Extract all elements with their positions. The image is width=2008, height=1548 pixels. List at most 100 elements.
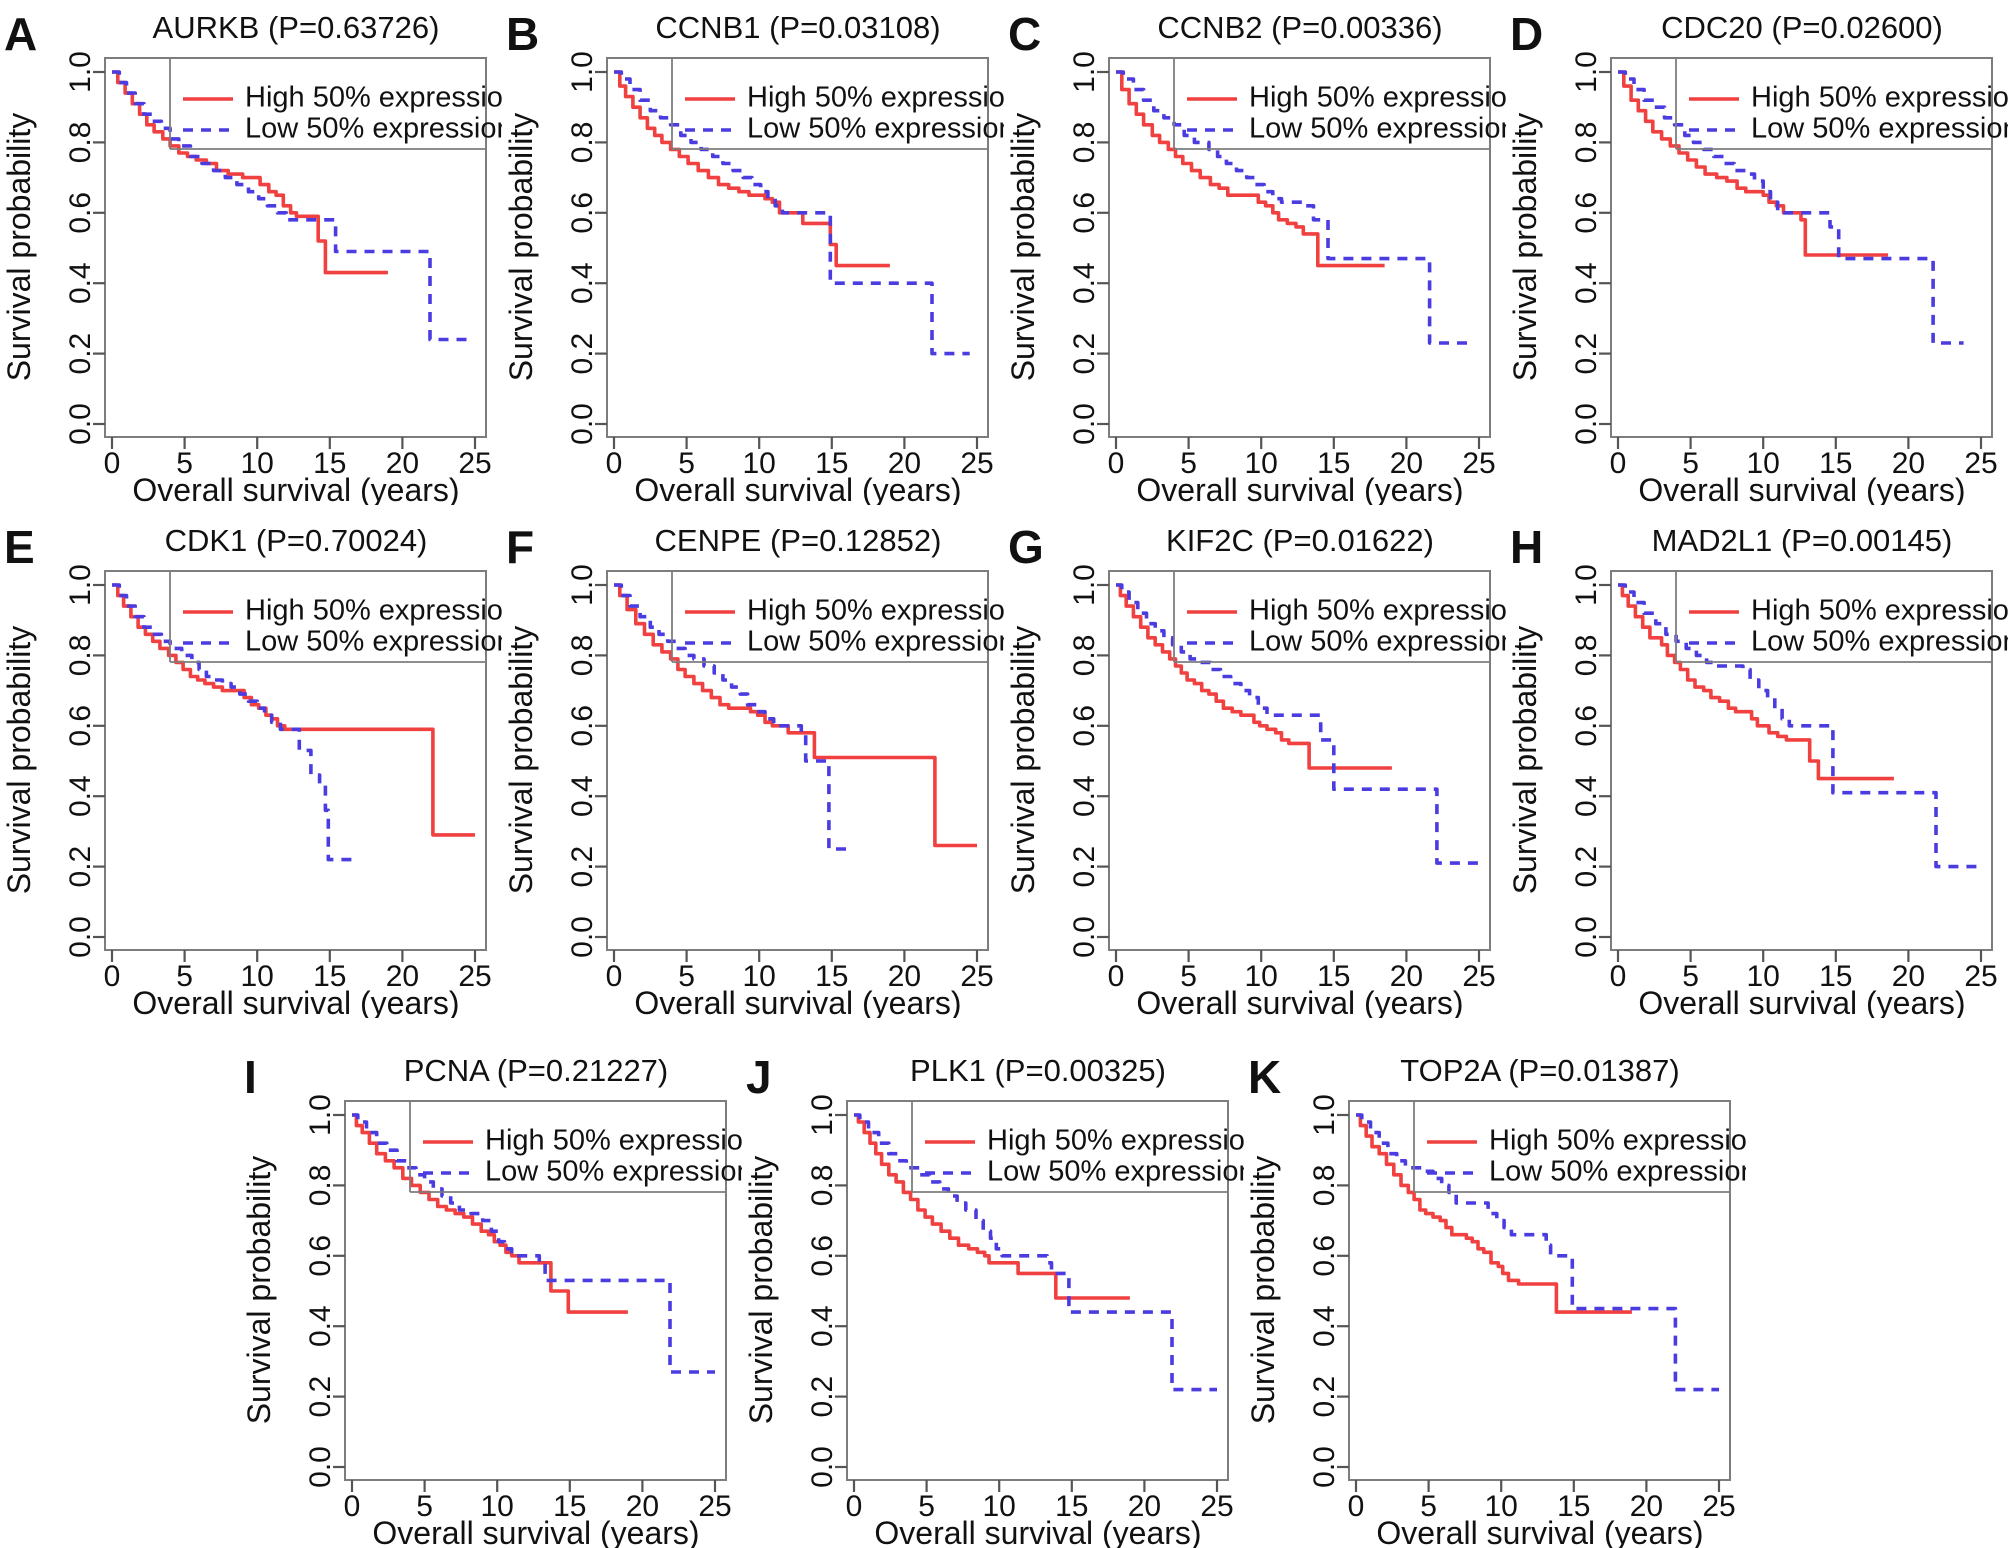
- legend-low-label: Low 50% expression: [245, 113, 502, 145]
- panel-letter: C: [1008, 8, 1041, 60]
- y-tick-label: 0.4: [1068, 262, 1101, 304]
- legend-high-label: High 50% expression: [245, 82, 502, 114]
- x-tick-label: 20: [386, 960, 419, 993]
- x-tick-label: 20: [888, 447, 921, 480]
- km-plot: H MAD2L1 (P=0.00145) 0 5 10 15 20 25 0.0 0.2 0.4 0.…: [1507, 521, 2008, 1018]
- x-tick-label: 25: [1462, 447, 1495, 480]
- panel-title: CCNB1 (P=0.03108): [655, 10, 940, 45]
- low-expression-curve: [112, 583, 352, 862]
- y-tick-label: 0.6: [304, 1235, 337, 1277]
- y-tick-label: 0.6: [64, 192, 97, 234]
- legend-high-label: High 50% expression: [485, 1125, 742, 1157]
- y-tick-label: 0.0: [1570, 916, 1603, 958]
- x-tick-label: 0: [1108, 447, 1125, 480]
- y-tick-label: 0.6: [64, 705, 97, 747]
- x-axis-label: Overall survival (years): [634, 472, 961, 505]
- x-tick-label: 10: [983, 1490, 1016, 1523]
- x-tick-label: 15: [1317, 960, 1350, 993]
- y-tick-label: 0.4: [566, 262, 599, 304]
- y-tick-label: 0.4: [64, 262, 97, 304]
- panel-letter: F: [506, 521, 534, 573]
- panel-letter: K: [1248, 1051, 1281, 1103]
- legend-high-label: High 50% expression: [1751, 595, 2008, 627]
- x-tick-label: 25: [1200, 1490, 1233, 1523]
- y-tick-label: 0.0: [64, 403, 97, 445]
- y-tick-label: 1.0: [1068, 51, 1101, 93]
- x-tick-label: 0: [104, 960, 121, 993]
- x-axis-label: Overall survival (years): [132, 985, 459, 1018]
- legend-high-label: High 50% expression: [1249, 82, 1506, 114]
- y-tick-label: 0.6: [566, 705, 599, 747]
- y-tick-label: 0.4: [1068, 775, 1101, 817]
- y-tick-label: 0.2: [566, 333, 599, 375]
- y-axis-label: Survival probability: [1507, 113, 1543, 382]
- y-tick-label: 0.2: [1570, 846, 1603, 888]
- legend-low-label: Low 50% expression: [245, 626, 502, 658]
- y-tick-label: 0.2: [806, 1376, 839, 1418]
- y-tick-label: 0.2: [64, 846, 97, 888]
- y-axis-label: Survival probability: [743, 1156, 779, 1425]
- km-panel-cenpe: F CENPE (P=0.12852) 0 5 10 15 20 25 0.0 0.2 0.4 0.6…: [502, 513, 1004, 1018]
- legend-high-label: High 50% expression: [245, 595, 502, 627]
- y-axis-label: Survival probability: [503, 113, 539, 382]
- x-tick-label: 0: [344, 1490, 361, 1523]
- y-tick-label: 0.2: [304, 1376, 337, 1418]
- y-tick-label: 0.0: [1570, 403, 1603, 445]
- legend-low-label: Low 50% expression: [747, 626, 1004, 658]
- y-tick-label: 0.8: [1308, 1165, 1341, 1207]
- y-tick-label: 1.0: [806, 1094, 839, 1136]
- y-tick-label: 0.8: [1570, 122, 1603, 164]
- y-tick-label: 0.0: [1068, 916, 1101, 958]
- x-axis-label: Overall survival (years): [1638, 985, 1965, 1018]
- panel-title: MAD2L1 (P=0.00145): [1652, 523, 1953, 558]
- x-tick-label: 15: [815, 447, 848, 480]
- km-panel-cdk1: E CDK1 (P=0.70024) 0 5 10 15 20 25 0.0 0.2 0.4 0.6 0…: [0, 513, 502, 1018]
- low-expression-curve: [112, 70, 468, 342]
- y-tick-label: 1.0: [1570, 51, 1603, 93]
- km-plot: E CDK1 (P=0.70024) 0 5 10 15 20 25 0.0 0.2 0.4 0.6 0…: [1, 521, 502, 1018]
- y-tick-label: 0.8: [64, 635, 97, 677]
- x-tick-label: 5: [176, 447, 193, 480]
- plot-frame: [1108, 57, 1491, 438]
- y-axis-label: Survival probability: [1, 113, 37, 382]
- y-tick-label: 0.8: [566, 122, 599, 164]
- legend-high-label: High 50% expression: [1249, 595, 1506, 627]
- y-tick-label: 0.0: [566, 916, 599, 958]
- y-tick-label: 0.4: [806, 1305, 839, 1347]
- km-plot: C CCNB2 (P=0.00336) 0 5 10 15 20 25 0.0 0.2 0.4 0.6…: [1005, 8, 1506, 505]
- panel-title: TOP2A (P=0.01387): [1400, 1053, 1679, 1088]
- legend-high-label: High 50% expression: [747, 82, 1004, 114]
- x-tick-label: 0: [606, 960, 623, 993]
- x-tick-label: 10: [1245, 960, 1278, 993]
- y-tick-label: 0.0: [806, 1446, 839, 1488]
- x-tick-label: 5: [1180, 960, 1197, 993]
- x-axis-label: Overall survival (years): [1376, 1515, 1703, 1548]
- high-expression-curve: [614, 70, 890, 268]
- plot-frame: [1348, 1100, 1731, 1481]
- km-plot: B CCNB1 (P=0.03108) 0 5 10 15 20 25 0.0 0.2 0.4 0.6…: [503, 8, 1004, 505]
- y-tick-label: 0.8: [1068, 635, 1101, 677]
- x-tick-label: 25: [1702, 1490, 1735, 1523]
- x-tick-label: 0: [846, 1490, 863, 1523]
- y-tick-label: 1.0: [1570, 564, 1603, 606]
- x-tick-label: 0: [1610, 960, 1627, 993]
- km-panel-aurkb: A AURKB (P=0.63726) 0 5 10 15 20 25 0.0 0.2 0.4 0.6…: [0, 0, 502, 505]
- y-tick-label: 1.0: [64, 51, 97, 93]
- y-tick-label: 0.0: [64, 916, 97, 958]
- panel-letter: I: [244, 1051, 257, 1103]
- x-tick-label: 25: [960, 960, 993, 993]
- km-panel-ccnb1: B CCNB1 (P=0.03108) 0 5 10 15 20 25 0.0 0.2 0.4 0.6…: [502, 0, 1004, 505]
- plot-frame: [1610, 57, 1993, 438]
- km-plot: I PCNA (P=0.21227) 0 5 10 15 20 25 0.0 0.2 0.4 0.6 0…: [241, 1051, 742, 1548]
- x-tick-label: 20: [888, 960, 921, 993]
- x-tick-label: 5: [678, 447, 695, 480]
- plot-frame: [1610, 570, 1993, 951]
- panel-letter: J: [746, 1051, 772, 1103]
- y-tick-label: 0.8: [304, 1165, 337, 1207]
- high-expression-curve: [1116, 70, 1385, 268]
- panel-title: KIF2C (P=0.01622): [1166, 523, 1434, 558]
- plot-frame: [344, 1100, 727, 1481]
- panel-letter: A: [4, 8, 37, 60]
- legend-low-label: Low 50% expression: [485, 1156, 742, 1188]
- y-tick-label: 1.0: [64, 564, 97, 606]
